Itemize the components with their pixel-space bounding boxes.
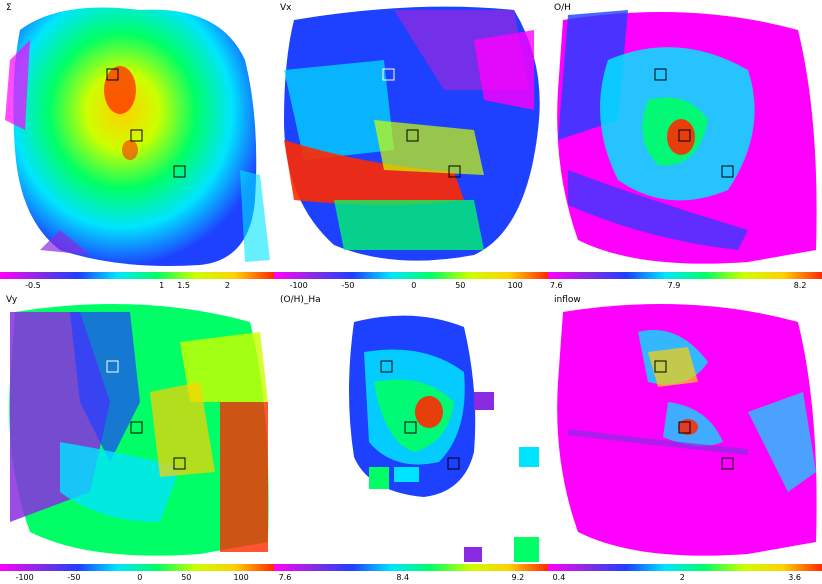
colorbar xyxy=(274,272,548,279)
marker-box xyxy=(721,165,734,178)
colorbar-tick-label: 8.4 xyxy=(396,573,410,582)
panel-vy: Vy -100 -50 0 50 100 xyxy=(0,292,274,584)
colorbar-ticks: 7.6 7.9 8.2 xyxy=(548,281,822,291)
panel-sigma: Σ -0.5 1 1.5 2 xyxy=(0,0,274,292)
colorbar-tick-label: 100 xyxy=(233,573,249,582)
colorbar-tick-label: 2 xyxy=(679,573,685,582)
colorbar-ticks: -0.5 1 1.5 2 xyxy=(0,281,274,291)
marker-box xyxy=(106,360,119,373)
vy-map xyxy=(9,304,269,556)
marker-box xyxy=(721,457,734,470)
colorbar xyxy=(548,564,822,571)
colorbar-tick-label: 8.2 xyxy=(793,281,807,290)
colorbar-tick-label: 1 xyxy=(159,281,165,290)
panel-label: Vy xyxy=(6,295,18,305)
vx-map xyxy=(284,6,540,261)
oh-ha-map xyxy=(349,315,539,562)
marker-box xyxy=(406,129,419,142)
colorbar-tick-label: 7.9 xyxy=(667,281,681,290)
colorbar-tick-label: 0 xyxy=(137,573,143,582)
panel-label: (O/H)_Ha xyxy=(280,295,321,305)
colorbar-tick-label: 7.6 xyxy=(549,281,563,290)
colorbar-tick-label: -50 xyxy=(67,573,81,582)
marker-box xyxy=(654,68,667,81)
panel-label: Vx xyxy=(280,3,292,13)
panel-oh: O/H 7.6 7.9 8.2 xyxy=(548,0,822,292)
marker-box xyxy=(404,421,417,434)
colorbar-tick-label: 9.2 xyxy=(511,573,525,582)
sigma-map xyxy=(5,7,270,266)
colorbar-tick-label: 2 xyxy=(224,281,230,290)
colorbar-tick-label: 3.6 xyxy=(788,573,801,582)
marker-box xyxy=(130,129,143,142)
colorbar xyxy=(274,564,548,571)
colorbar-tick-label: 0.4 xyxy=(552,573,566,582)
panel-oh-ha: (O/H)_Ha 7.6 8.4 9.2 xyxy=(274,292,548,584)
marker-box xyxy=(173,165,186,178)
marker-box xyxy=(173,457,186,470)
marker-box xyxy=(106,68,119,81)
marker-box xyxy=(447,457,460,470)
colorbar-tick-label: 1.5 xyxy=(177,281,190,290)
colorbar xyxy=(548,272,822,279)
colorbar-tick-label: -0.5 xyxy=(25,281,41,290)
panel-label: O/H xyxy=(554,3,571,13)
marker-box xyxy=(382,68,395,81)
colorbar-tick-label: 50 xyxy=(181,573,192,582)
colorbar-ticks: -100 -50 0 50 100 xyxy=(274,281,548,291)
marker-box xyxy=(130,421,143,434)
colorbar xyxy=(0,564,274,571)
colorbar-tick-label: 100 xyxy=(507,281,523,290)
colorbar-ticks: 0.4 2 3.6 xyxy=(548,573,822,583)
colorbar-tick-label: -100 xyxy=(289,281,308,290)
panel-label: inflow xyxy=(554,295,581,305)
colorbar-tick-label: -50 xyxy=(341,281,355,290)
colorbar-tick-label: 0 xyxy=(411,281,417,290)
colorbar-tick-label: -100 xyxy=(15,573,34,582)
panel-vx: Vx -100 -50 0 50 100 xyxy=(274,0,548,292)
marker-box xyxy=(678,129,691,142)
colorbar xyxy=(0,272,274,279)
marker-box xyxy=(678,421,691,434)
colorbar-ticks: 7.6 8.4 9.2 xyxy=(274,573,548,583)
panel-inflow: inflow 0.4 2 3.6 xyxy=(548,292,822,584)
marker-box xyxy=(380,360,393,373)
marker-box xyxy=(448,165,461,178)
colorbar-tick-label: 50 xyxy=(455,281,466,290)
oh-map xyxy=(557,10,817,264)
panel-label: Σ xyxy=(6,3,12,13)
colorbar-tick-label: 7.6 xyxy=(278,573,292,582)
inflow-map xyxy=(557,304,817,556)
colorbar-ticks: -100 -50 0 50 100 xyxy=(0,573,274,583)
marker-box xyxy=(654,360,667,373)
